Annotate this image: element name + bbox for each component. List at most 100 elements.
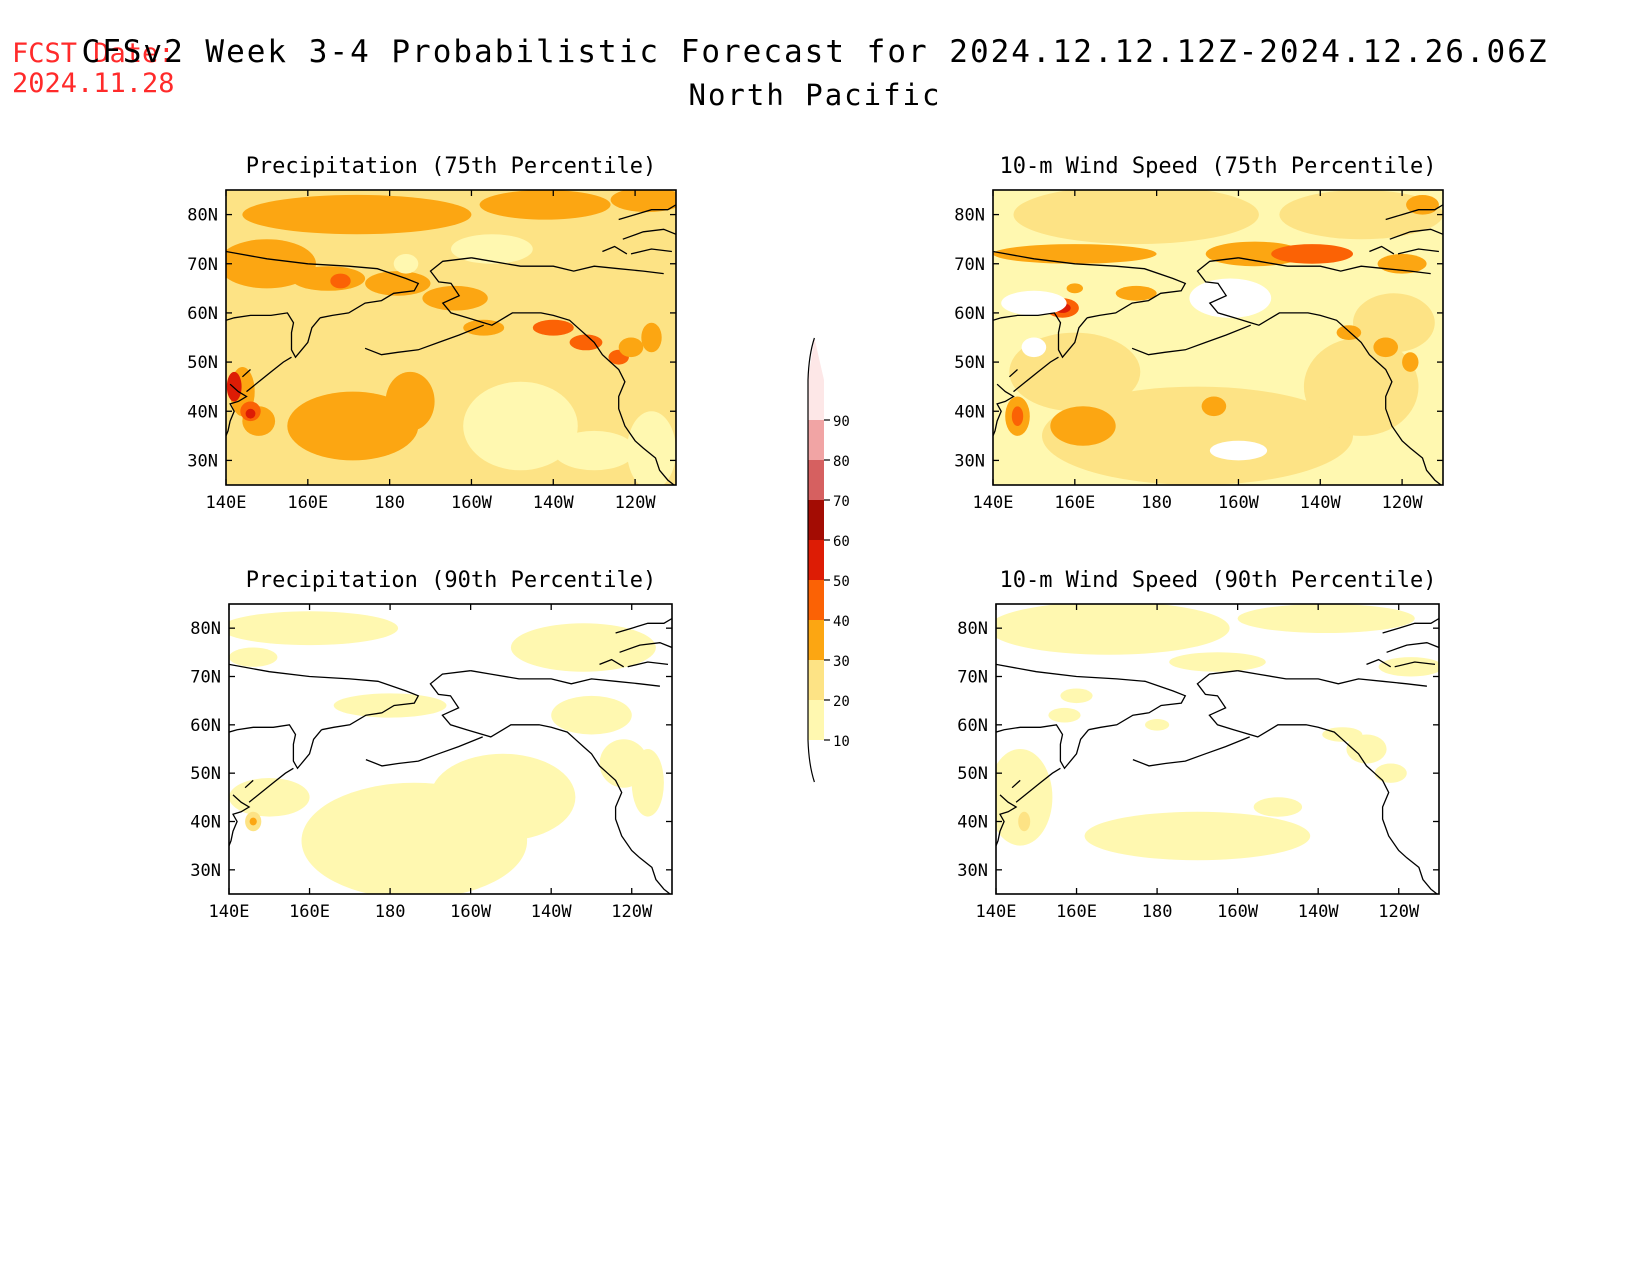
colorbar-tick-label: 20 (833, 694, 850, 710)
colorbar: 10 20 30 40 50 60 70 80 90 (807, 337, 850, 783)
map-panel-wind-90: 10-m Wind Speed (90th Percentile) 140E 16… (957, 568, 1440, 922)
lat-tick-label: 40N (954, 402, 985, 422)
coastline-segment (1008, 369, 1018, 378)
coastline-segment (429, 257, 675, 485)
coastline-segment (226, 383, 248, 437)
lon-tick-label: 140W (533, 493, 575, 513)
probability-contour (993, 244, 1157, 264)
coastline-segment (1385, 204, 1443, 221)
probability-contour (291, 266, 366, 291)
colorbar-bottom-arrow (808, 740, 824, 782)
probability-contour (365, 271, 431, 296)
lon-tick-label: 160W (1218, 493, 1260, 513)
coastline-segment (470, 670, 660, 687)
map-frame (995, 603, 1440, 895)
lat-tick-label: 40N (190, 813, 221, 833)
lat-tick-label: 80N (190, 619, 221, 639)
probability-contour (1374, 763, 1407, 783)
probability-contour (1042, 386, 1353, 485)
probability-contour (1060, 688, 1093, 704)
probability-contour (463, 381, 578, 471)
coastline-segment (246, 356, 292, 393)
probability-contour (551, 695, 632, 735)
probability-field (993, 190, 1443, 485)
lon-tick-label: 120W (615, 493, 657, 513)
probability-contour (226, 371, 242, 402)
coastline-segment (996, 663, 1187, 731)
lat-tick-label: 60N (187, 304, 218, 324)
lon-tick-label: 140E (976, 902, 1017, 922)
colorbar-segment (808, 700, 824, 740)
lat-tick-label: 40N (187, 402, 218, 422)
colorbar-tick-label: 80 (833, 454, 850, 470)
map-axes: 140E 160E 180 160W 140W 120W 80N 70N 60N 50N 40N 30… (957, 603, 1440, 922)
probability-contour (1066, 283, 1083, 294)
coastline-segment (993, 250, 1187, 319)
coastline-segment (1131, 324, 1251, 356)
coastline-segment (615, 617, 672, 634)
probability-contour (1209, 440, 1268, 461)
lon-tick-label: 180 (375, 902, 406, 922)
lon-tick-label: 160E (287, 493, 328, 513)
coastline-segment (1237, 670, 1427, 687)
lon-tick-label: 160E (1054, 493, 1095, 513)
lat-tick-label: 80N (187, 206, 218, 226)
lon-tick-label: 140E (209, 902, 250, 922)
coastline-segment (364, 324, 484, 356)
fcst-date-label: FCST Date: (12, 38, 175, 69)
lat-tick-label: 70N (187, 255, 218, 275)
coastline-segment (630, 248, 672, 255)
coastline-segment (993, 383, 1015, 437)
lon-tick-label: 180 (374, 493, 405, 513)
lon-tick-label: 160W (450, 902, 492, 922)
lon-tick-label: 140W (531, 902, 573, 922)
probability-contour (1084, 811, 1311, 861)
probability-contour (333, 693, 447, 718)
coastline-segment (1382, 617, 1439, 634)
coastline-segment (1389, 228, 1443, 240)
probability-contour (1115, 285, 1157, 301)
colorbar-segment (808, 580, 824, 620)
probability-contour (242, 194, 472, 235)
coastline-segment (599, 658, 625, 668)
probability-contour (1011, 406, 1024, 426)
coastline-segment (1011, 779, 1021, 789)
probability-contour (1303, 337, 1419, 436)
coastline-segment (1132, 736, 1250, 767)
coastline-segment (622, 228, 676, 240)
probability-contour (1253, 797, 1303, 817)
colorbar-segment (808, 660, 824, 700)
page-subtitle: North Pacific (689, 78, 942, 112)
lat-tick-label: 80N (954, 206, 985, 226)
lon-tick-label: 160W (1217, 902, 1259, 922)
coastline-segment (602, 245, 628, 255)
probability-contour (229, 778, 310, 817)
lon-tick-label: 140E (206, 493, 247, 513)
probability-contour (1189, 278, 1272, 318)
page-title: CFSv2 Week 3-4 Probabilistic Forecast fo… (81, 34, 1548, 70)
probability-contour (569, 334, 603, 351)
probability-contour (229, 647, 278, 667)
map-panel-precip-90: Precipitation (90th Percentile) 140E 160E… (190, 568, 673, 922)
lon-tick-label: 140W (1300, 493, 1342, 513)
colorbar-segment (808, 620, 824, 660)
probability-contour (1336, 325, 1362, 340)
lat-tick-label: 70N (954, 255, 985, 275)
probability-contour (1346, 734, 1387, 764)
map-axes: 140E 160E 180 160W 140W 120W 80N 70N 60N 50N 40N 30… (190, 603, 673, 922)
probability-contour (1201, 396, 1227, 417)
coastline (993, 204, 1443, 485)
probability-contour (996, 749, 1053, 846)
coastline-segment (627, 661, 669, 668)
coastline-segment (226, 312, 321, 359)
lon-tick-label: 140W (1298, 902, 1340, 922)
map-title: 10-m Wind Speed (90th Percentile) (999, 568, 1436, 593)
coastline-segment (1238, 257, 1431, 275)
probability-contour (641, 322, 662, 353)
map-frame (225, 189, 677, 486)
lat-tick-label: 50N (954, 353, 985, 373)
coastline-segment (619, 642, 672, 653)
probability-contour (996, 604, 1230, 655)
probability-contour (1001, 290, 1067, 316)
lat-tick-label: 50N (190, 764, 221, 784)
